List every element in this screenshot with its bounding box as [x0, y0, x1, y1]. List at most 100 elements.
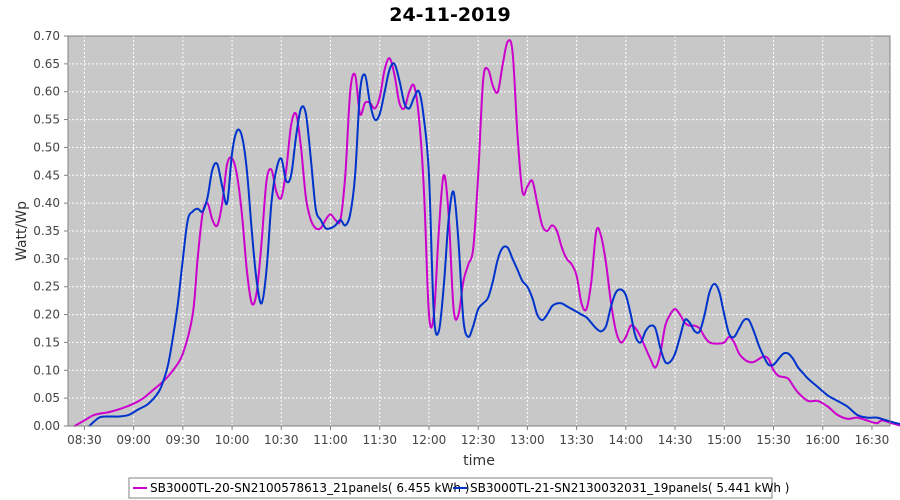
- x-tick-label: 14:30: [658, 433, 693, 447]
- data-point: [245, 168, 248, 171]
- data-point: [516, 135, 519, 138]
- x-tick-label: 11:00: [313, 433, 348, 447]
- data-point: [600, 235, 603, 238]
- data-point: [428, 313, 430, 316]
- data-point: [792, 385, 795, 387]
- x-tick-label: 14:00: [609, 433, 644, 447]
- data-point: [797, 366, 799, 369]
- data-point: [629, 324, 632, 327]
- data-point: [590, 322, 593, 324]
- data-point: [324, 219, 327, 221]
- data-point: [585, 308, 588, 310]
- data-point: [526, 285, 529, 288]
- data-point: [644, 347, 647, 349]
- data-point: [688, 322, 691, 324]
- y-tick-label: 0.10: [33, 363, 60, 377]
- data-point: [521, 280, 524, 282]
- x-tick-label: 10:00: [215, 433, 250, 447]
- data-point: [610, 305, 612, 308]
- data-point: [418, 118, 420, 121]
- data-point: [462, 280, 465, 282]
- data-point: [472, 324, 475, 327]
- y-tick-label: 0.00: [33, 419, 60, 433]
- data-point: [487, 68, 489, 71]
- data-point: [182, 352, 184, 355]
- data-point: [546, 313, 548, 316]
- data-point: [98, 416, 101, 419]
- data-point: [605, 324, 608, 327]
- data-point: [767, 363, 770, 366]
- data-point: [309, 157, 312, 160]
- data-point: [718, 291, 721, 294]
- data-point: [565, 258, 568, 260]
- data-point: [285, 180, 288, 182]
- data-point: [570, 263, 573, 266]
- data-point: [152, 388, 155, 391]
- data-point: [162, 380, 165, 383]
- data-point: [383, 90, 386, 93]
- data-point: [364, 74, 366, 76]
- data-point: [876, 416, 878, 419]
- data-point: [260, 241, 263, 244]
- data-point: [521, 191, 524, 193]
- data-point: [792, 358, 795, 360]
- data-point: [437, 230, 440, 232]
- data-point: [748, 361, 750, 363]
- data-point: [482, 79, 484, 82]
- data-point: [329, 213, 332, 216]
- data-point: [319, 219, 322, 221]
- data-point: [477, 174, 480, 177]
- data-point: [216, 224, 219, 227]
- data-point: [398, 102, 401, 104]
- data-point: [305, 113, 307, 115]
- data-point: [211, 219, 214, 221]
- data-point: [334, 219, 337, 221]
- data-point: [221, 202, 224, 205]
- x-tick-label: 09:00: [116, 433, 151, 447]
- data-point: [423, 118, 425, 121]
- data-point: [620, 288, 622, 291]
- data-point: [757, 358, 760, 360]
- x-tick-label: 16:30: [855, 433, 890, 447]
- data-point: [373, 107, 376, 110]
- data-point: [684, 319, 686, 321]
- data-point: [344, 174, 347, 177]
- data-point: [295, 113, 297, 115]
- data-point: [433, 313, 435, 316]
- data-point: [314, 227, 317, 230]
- data-point: [497, 90, 499, 93]
- x-tick-label: 12:00: [412, 433, 447, 447]
- data-point: [378, 96, 381, 99]
- data-point: [309, 219, 312, 221]
- data-point: [895, 422, 898, 425]
- data-point: [452, 191, 455, 193]
- data-point: [191, 210, 194, 213]
- data-point: [497, 258, 499, 260]
- data-point: [383, 68, 386, 71]
- axes: 0.00 0.05 0.10 0.15 0.20 0.25 0.30 0.35 0.40 0.45…: [33, 29, 891, 447]
- data-point: [388, 68, 391, 71]
- data-point: [285, 168, 288, 171]
- data-point: [260, 302, 263, 305]
- data-point: [501, 63, 504, 65]
- y-tick-label: 0.60: [33, 85, 60, 99]
- data-point: [349, 90, 352, 93]
- data-point: [300, 107, 302, 110]
- data-point: [511, 51, 514, 54]
- data-point: [536, 202, 539, 205]
- x-tick-label: 15:30: [756, 433, 791, 447]
- data-point: [349, 213, 352, 216]
- data-point: [531, 297, 534, 299]
- data-point: [423, 191, 425, 193]
- data-point: [270, 202, 273, 205]
- y-tick-label: 0.25: [33, 280, 60, 294]
- data-point: [664, 361, 667, 363]
- plot-area: [68, 36, 890, 426]
- x-axis-title: time: [463, 453, 495, 469]
- data-point: [364, 102, 366, 104]
- data-point: [290, 174, 292, 177]
- y-tick-label: 0.20: [33, 308, 60, 322]
- data-point: [324, 227, 327, 230]
- y-axis-title: Watt/Wp: [14, 201, 30, 261]
- data-point: [255, 291, 258, 294]
